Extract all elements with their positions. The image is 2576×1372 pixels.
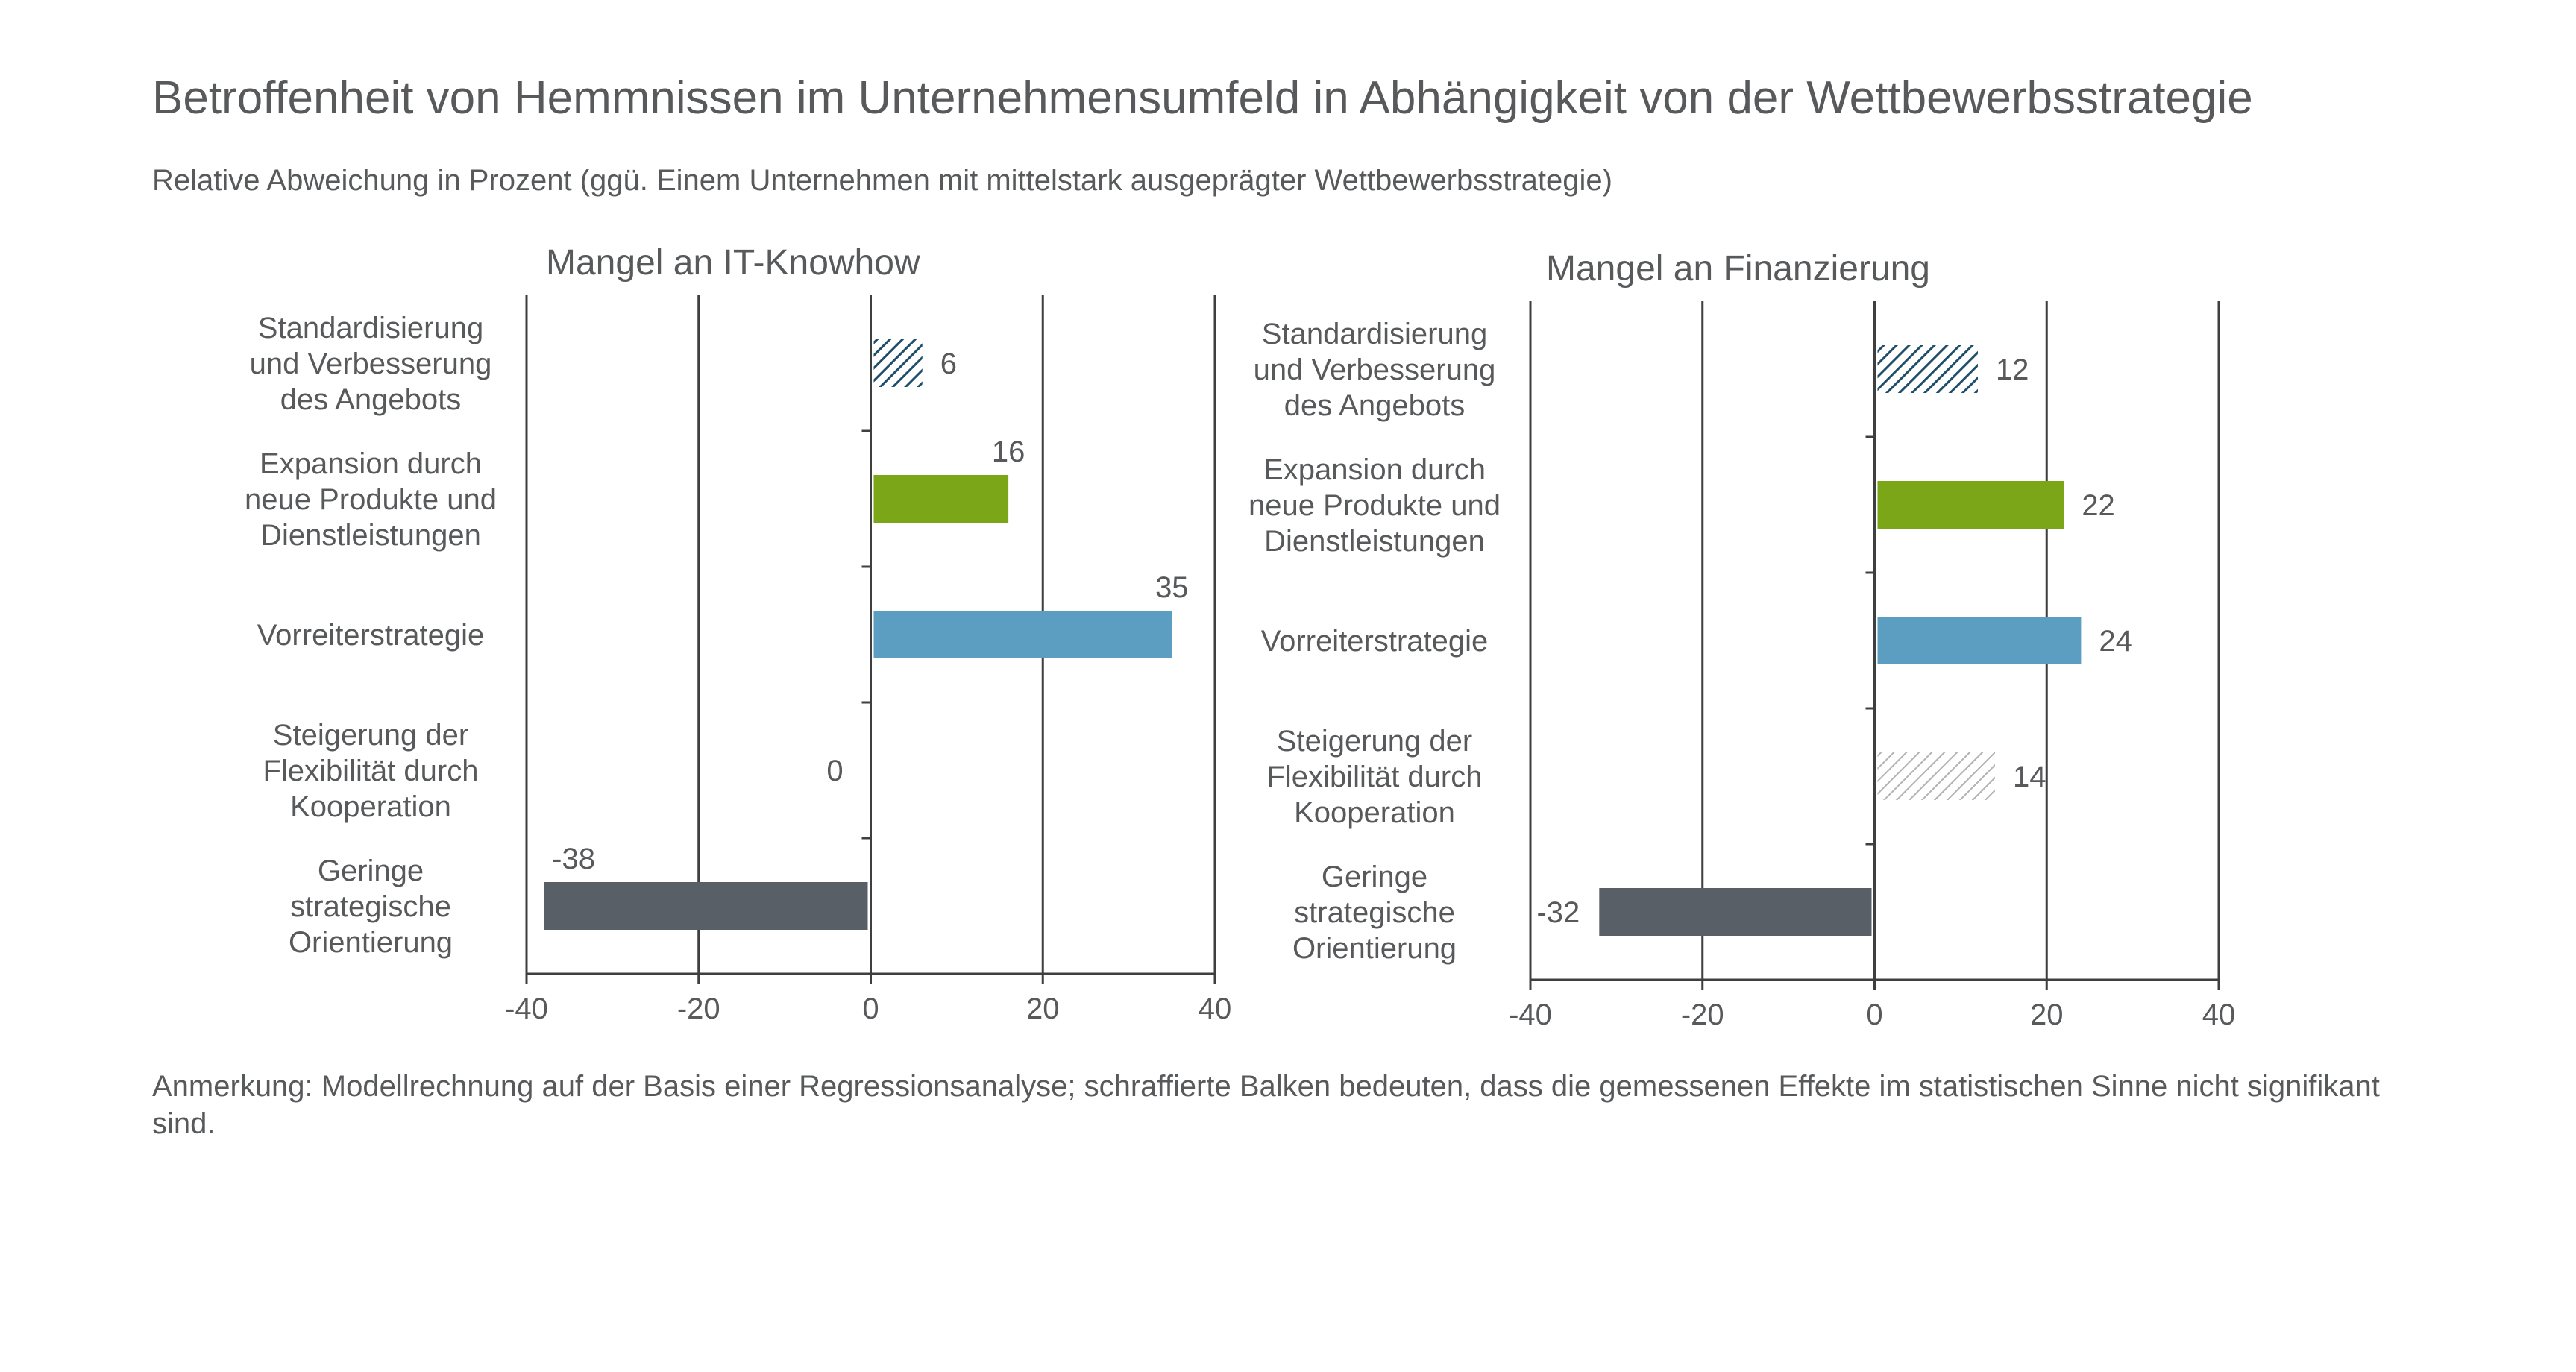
bar	[1877, 617, 2082, 664]
x-tick-label: 0	[1866, 998, 1882, 1031]
chart-finanzierung: Mangel an Finanzierung -40 -20 0 20 40 12 Stand…	[1248, 249, 2235, 1031]
bar	[1877, 345, 1978, 393]
x-tick-label: 20	[1026, 992, 1060, 1025]
x-tick-label: -20	[677, 992, 720, 1025]
x-tick-label: -20	[1681, 998, 1724, 1031]
category-label: Standardisierung und Verbesserung des Ange…	[1254, 318, 1496, 422]
value-label: -38	[552, 843, 595, 875]
category-label: Steigerung der Flexibilität durch Kooperat…	[263, 719, 478, 823]
category-label: Geringe strategische Orientierung	[289, 855, 453, 959]
value-label: 6	[940, 347, 957, 380]
x-tick-label: -40	[505, 992, 548, 1025]
category-label: Standardisierung und Verbesserung des Ange…	[250, 312, 492, 416]
panel-title: Mangel an Finanzierung	[1546, 249, 1930, 289]
category-label: Vorreiterstrategie	[1261, 625, 1489, 658]
bar	[873, 475, 1009, 523]
x-tick-label: 40	[2202, 998, 2236, 1031]
value-label: 24	[2099, 625, 2132, 658]
category-label: Expansion durch neue Produkte und Dienstle…	[1248, 453, 1501, 558]
category-label: Steigerung der Flexibilität durch Kooperat…	[1266, 725, 1482, 829]
x-tick-label: 40	[1199, 992, 1232, 1025]
value-label: 12	[1996, 353, 2029, 386]
category-label: Geringe strategische Orientierung	[1292, 860, 1457, 965]
bar	[873, 339, 923, 387]
value-label: 0	[826, 755, 843, 787]
bar	[873, 611, 1172, 658]
bar	[1877, 752, 1996, 800]
value-label: 22	[2082, 489, 2115, 522]
x-tick-label: 0	[862, 992, 879, 1025]
bar	[1877, 481, 2064, 529]
category-label: Expansion durch neue Produkte und Dienstle…	[245, 447, 497, 552]
value-label: 35	[1155, 571, 1189, 604]
x-tick-label: -40	[1509, 998, 1552, 1031]
value-label: 16	[992, 435, 1025, 468]
x-tick-label: 20	[2030, 998, 2064, 1031]
category-label: Vorreiterstrategie	[257, 619, 485, 652]
bar	[544, 882, 868, 930]
chart-title: Betroffenheit von Hemmnissen im Unterneh…	[152, 72, 2253, 124]
panel-title: Mangel an IT-Knowhow	[546, 243, 920, 283]
chart-it-knowhow: Mangel an IT-Knowhow -40 -20 0 20 40 6 Standard…	[245, 243, 1231, 1025]
chart-note: Anmerkung: Modellrechnung auf der Basis …	[152, 1070, 2380, 1140]
value-label: 14	[2013, 761, 2046, 793]
bar	[1599, 888, 1872, 936]
value-label: -32	[1536, 896, 1580, 929]
chart-subtitle: Relative Abweichung in Prozent (ggü. Ein…	[152, 164, 1612, 197]
